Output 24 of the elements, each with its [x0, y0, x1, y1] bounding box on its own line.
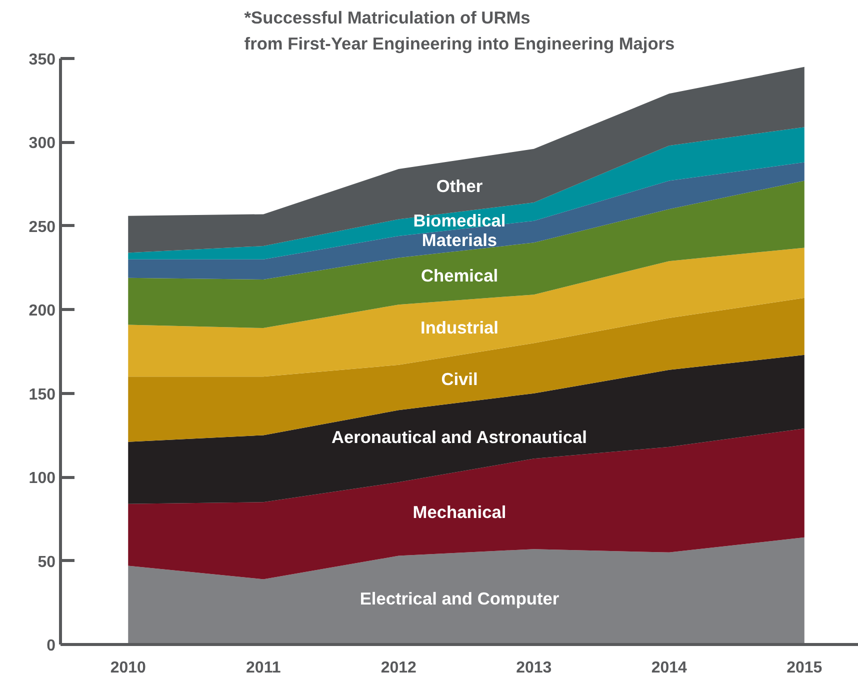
y-tick-label: 350	[28, 52, 56, 68]
series-label: Electrical and Computer	[360, 588, 560, 609]
x-tick-label: 2012	[380, 660, 417, 676]
x-tick-label: 2013	[516, 660, 552, 676]
y-tick-label: 100	[28, 470, 56, 488]
y-tick-label: 50	[38, 554, 56, 571]
series-label: Materials	[422, 230, 498, 250]
y-tick-label: 300	[28, 135, 56, 152]
series-label: Aeronautical and Astronautical	[331, 427, 587, 448]
x-tick-label: 2015	[786, 660, 822, 676]
series-label: Mechanical	[412, 502, 506, 522]
y-tick-label: 200	[28, 302, 56, 320]
x-tick-label: 2010	[110, 660, 146, 676]
series-label: Biomedical	[413, 210, 506, 230]
series-label: Civil	[441, 368, 478, 389]
y-tick-label: 0	[46, 638, 56, 654]
chart-title: *Successful Matriculation of URMs from First-Year Engineering into Engineering Majors	[244, 8, 675, 54]
series-label: Industrial	[420, 318, 499, 338]
x-tick-label: 2011	[246, 660, 281, 676]
y-tick-label: 250	[28, 218, 56, 236]
x-tick-label: 2014	[651, 660, 688, 676]
series-label: Chemical	[420, 266, 498, 286]
y-tick-label: 150	[28, 386, 56, 404]
series-label: Other	[436, 176, 483, 196]
